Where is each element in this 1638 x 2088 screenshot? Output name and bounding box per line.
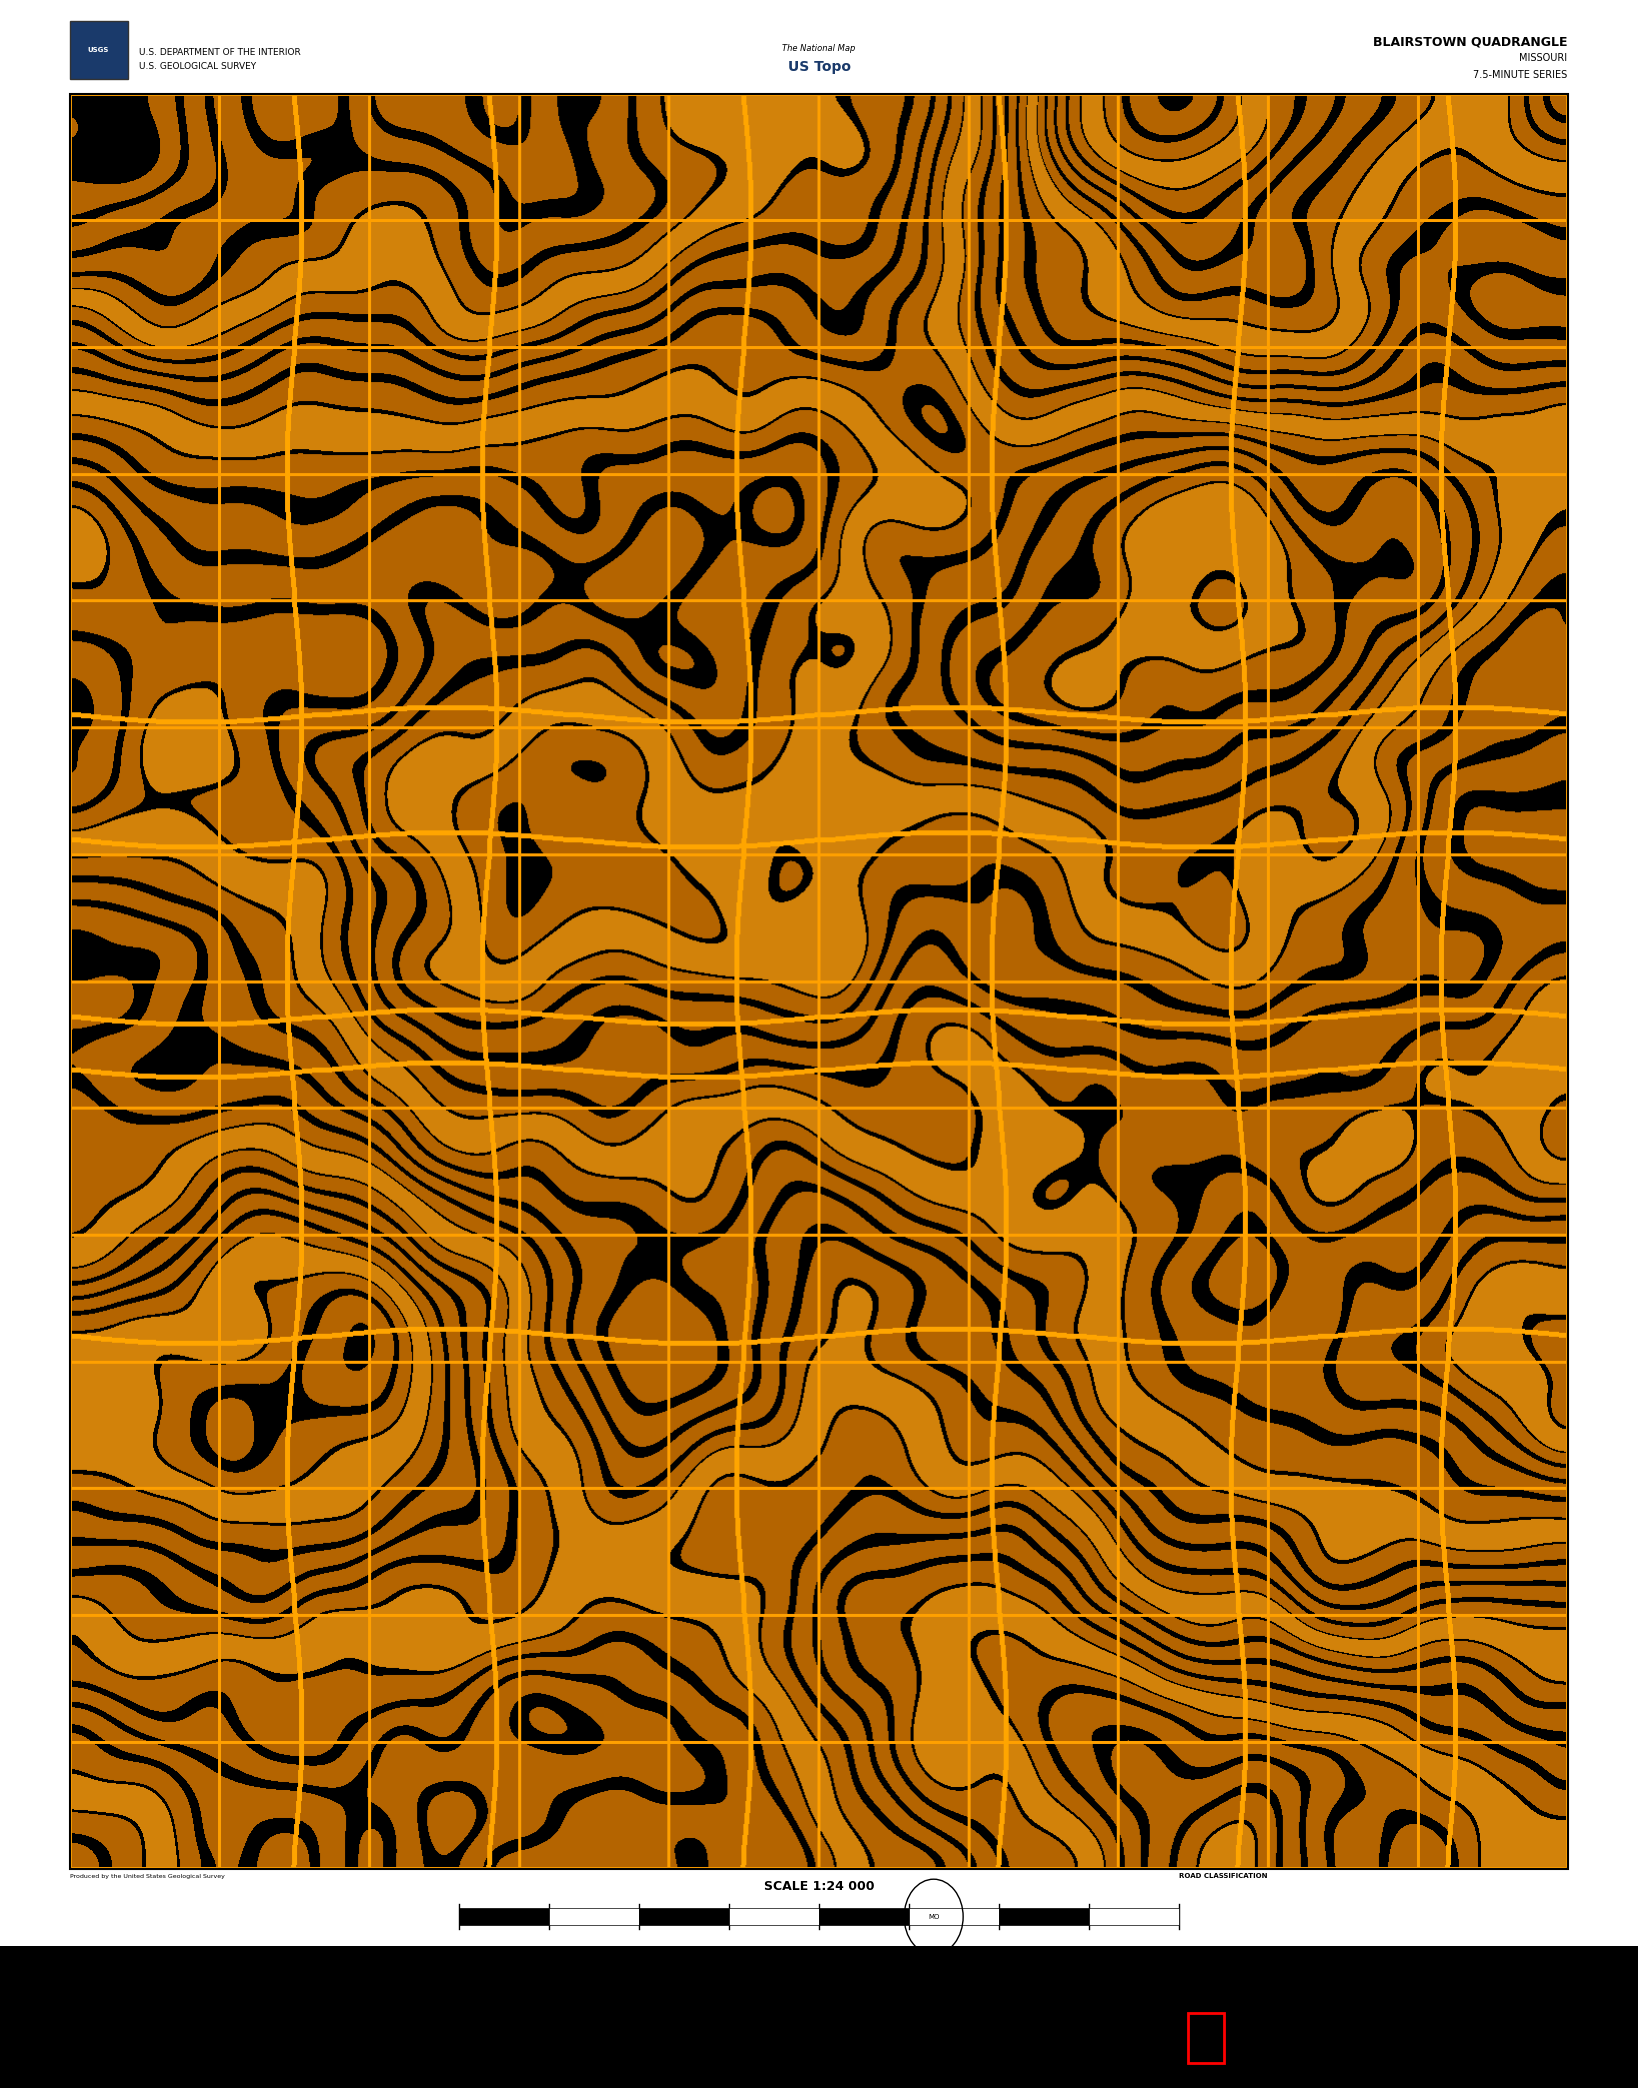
Bar: [0, 1946, 1638, 2088]
Text: MISSOURI: MISSOURI: [1520, 54, 1568, 63]
Text: 7.5-MINUTE SERIES: 7.5-MINUTE SERIES: [1473, 71, 1568, 79]
Bar: [70, 21, 128, 79]
Text: Produced by the United States Geological Survey: Produced by the United States Geological…: [70, 1875, 226, 1879]
Bar: [459, 1908, 549, 1925]
Text: SCALE 1:24 000: SCALE 1:24 000: [763, 1879, 875, 1894]
Bar: [729, 1908, 819, 1925]
Bar: [549, 1908, 639, 1925]
Text: The National Map: The National Map: [783, 44, 855, 52]
Bar: [819, 1908, 909, 1925]
Bar: [909, 1908, 999, 1925]
Text: U.S. DEPARTMENT OF THE INTERIOR: U.S. DEPARTMENT OF THE INTERIOR: [139, 48, 301, 56]
Text: U.S. GEOLOGICAL SURVEY: U.S. GEOLOGICAL SURVEY: [139, 63, 257, 71]
Bar: [999, 1908, 1089, 1925]
Text: ROAD CLASSIFICATION: ROAD CLASSIFICATION: [1179, 1873, 1268, 1879]
Text: USGS: USGS: [87, 48, 110, 52]
Bar: [1089, 1908, 1179, 1925]
Text: US Topo: US Topo: [788, 61, 850, 73]
Bar: [1188, 2013, 1224, 2063]
Text: MO: MO: [929, 1915, 939, 1919]
Bar: [639, 1908, 729, 1925]
Text: BLAIRSTOWN QUADRANGLE: BLAIRSTOWN QUADRANGLE: [1373, 35, 1568, 48]
